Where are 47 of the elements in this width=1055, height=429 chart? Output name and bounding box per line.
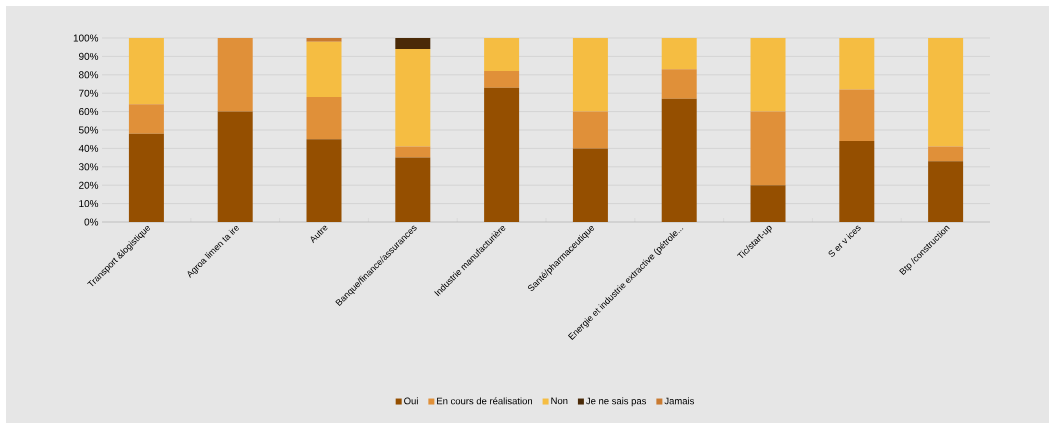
- bar: [484, 87, 520, 222]
- y-tick-label: 100%: [73, 34, 99, 42]
- bar: [928, 146, 964, 162]
- bar: [306, 38, 342, 42]
- bar: [395, 38, 431, 50]
- bar: [572, 148, 608, 222]
- bar: [750, 111, 786, 186]
- bar: [928, 161, 964, 222]
- bar: [750, 185, 786, 222]
- bar: [661, 69, 697, 99]
- bar: [128, 104, 164, 134]
- legend-label: Je ne sais pas: [586, 397, 647, 407]
- bar: [661, 38, 697, 70]
- bar: [572, 38, 608, 112]
- y-tick-label: 20%: [79, 181, 99, 189]
- bar: [839, 141, 875, 222]
- y-tick-label: 90%: [79, 52, 99, 60]
- y-tick-label: 30%: [78, 163, 99, 171]
- bar: [217, 38, 253, 112]
- bar: [306, 96, 342, 140]
- bar: [217, 111, 253, 222]
- bar: [306, 139, 342, 222]
- legend-label: Non: [551, 397, 568, 405]
- y-tick-label: 60%: [79, 108, 99, 116]
- bar: [395, 157, 431, 222]
- legend-label: En cours de réalisation: [437, 397, 532, 405]
- bar: [572, 111, 608, 149]
- bar: [128, 38, 164, 105]
- bar: [839, 38, 875, 90]
- bar: [306, 41, 342, 97]
- y-tick-label: 50%: [78, 126, 99, 134]
- y-tick-label: 80%: [78, 71, 99, 79]
- y-tick-label: 0%: [84, 218, 99, 226]
- bar: [484, 71, 520, 88]
- bar: [128, 133, 164, 222]
- bar: [395, 146, 431, 158]
- bar: [661, 98, 697, 222]
- y-tick-label: 10%: [79, 200, 99, 208]
- legend-label: Jamais: [664, 397, 694, 405]
- y-tick-label: 40%: [78, 144, 99, 152]
- bar: [839, 89, 875, 142]
- bar: [484, 38, 520, 72]
- bar: [395, 49, 431, 147]
- y-tick-label: 70%: [79, 89, 99, 97]
- bar: [750, 38, 786, 112]
- legend-label: Oui: [404, 397, 418, 405]
- bar: [928, 38, 964, 147]
